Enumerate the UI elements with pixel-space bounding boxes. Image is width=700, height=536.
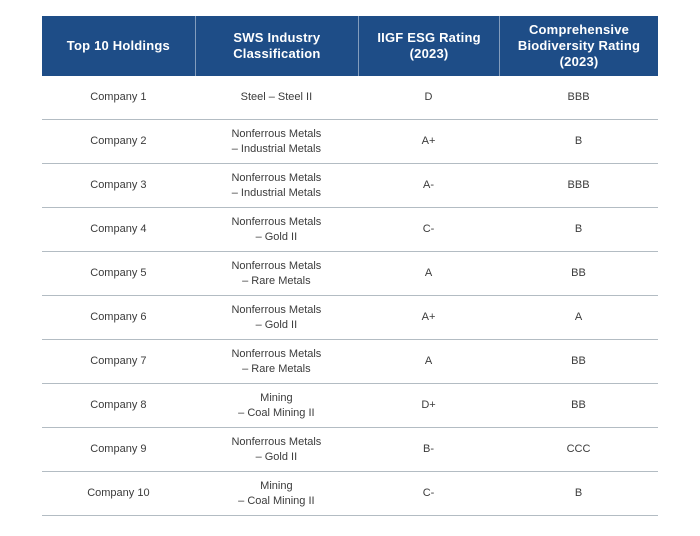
holdings-table: Top 10 Holdings SWS Industry Classificat…	[42, 16, 658, 516]
table-row: Company 9 Nonferrous Metals – Gold II B-…	[42, 428, 658, 472]
header-cell-biodiversity: Comprehensive Biodiversity Rating (2023)	[499, 16, 658, 76]
header-cell-holdings: Top 10 Holdings	[66, 38, 170, 54]
cell-esg: A	[424, 267, 433, 280]
cell-holding: Company 1	[90, 91, 147, 104]
cell-esg: D	[424, 91, 433, 104]
cell-bio: BB	[571, 355, 586, 368]
cell-bio: BB	[571, 267, 586, 280]
cell-industry: Nonferrous Metals – Gold II	[231, 216, 322, 243]
table-row: Company 2 Nonferrous Metals – Industrial…	[42, 120, 658, 164]
cell-bio: B	[574, 223, 583, 236]
cell-esg: D+	[421, 399, 436, 412]
cell-esg: A+	[421, 135, 436, 148]
table-row: Company 6 Nonferrous Metals – Gold II A+…	[42, 296, 658, 340]
cell-holding: Company 3	[90, 179, 147, 192]
cell-holding: Company 2	[90, 135, 147, 148]
cell-bio: CCC	[566, 443, 591, 456]
cell-bio: BBB	[567, 179, 590, 192]
cell-esg: A+	[421, 311, 436, 324]
cell-holding: Company 10	[87, 487, 150, 500]
cell-industry: Nonferrous Metals – Industrial Metals	[231, 172, 322, 199]
cell-industry: Nonferrous Metals – Gold II	[231, 436, 322, 463]
table-row: Company 4 Nonferrous Metals – Gold II C-…	[42, 208, 658, 252]
cell-industry: Mining – Coal Mining II	[238, 392, 315, 419]
table-row: Company 7 Nonferrous Metals – Rare Metal…	[42, 340, 658, 384]
cell-esg: B-	[423, 443, 435, 456]
table-row: Company 5 Nonferrous Metals – Rare Metal…	[42, 252, 658, 296]
cell-industry: Mining – Coal Mining II	[238, 480, 315, 507]
cell-bio: B	[574, 135, 583, 148]
cell-industry: Nonferrous Metals – Rare Metals	[231, 348, 322, 375]
cell-bio: A	[574, 311, 583, 324]
cell-bio: BBB	[567, 91, 590, 104]
table-row: Company 1 Steel – Steel II D BBB	[42, 76, 658, 120]
table-row: Company 3 Nonferrous Metals – Industrial…	[42, 164, 658, 208]
cell-holding: Company 9	[90, 443, 147, 456]
table-row: Company 10 Mining – Coal Mining II C- B	[42, 472, 658, 516]
table-row: Company 8 Mining – Coal Mining II D+ BB	[42, 384, 658, 428]
cell-esg: A-	[423, 179, 435, 192]
cell-industry: Nonferrous Metals – Industrial Metals	[231, 128, 322, 155]
cell-bio: BB	[571, 399, 586, 412]
cell-esg: C-	[422, 487, 435, 500]
cell-industry: Nonferrous Metals – Rare Metals	[231, 260, 322, 287]
header-cell-industry: SWS Industry Classification	[194, 16, 358, 76]
table-header-row: Top 10 Holdings SWS Industry Classificat…	[42, 16, 658, 76]
cell-bio: B	[574, 487, 583, 500]
cell-holding: Company 5	[90, 267, 147, 280]
cell-esg: C-	[422, 223, 435, 236]
header-cell-esg-rating: IIGF ESG Rating (2023)	[358, 16, 499, 76]
cell-holding: Company 8	[90, 399, 147, 412]
cell-holding: Company 7	[90, 355, 147, 368]
cell-holding: Company 6	[90, 311, 147, 324]
cell-industry: Steel – Steel II	[240, 91, 313, 104]
cell-holding: Company 4	[90, 223, 147, 236]
cell-industry: Nonferrous Metals – Gold II	[231, 304, 322, 331]
cell-esg: A	[424, 355, 433, 368]
